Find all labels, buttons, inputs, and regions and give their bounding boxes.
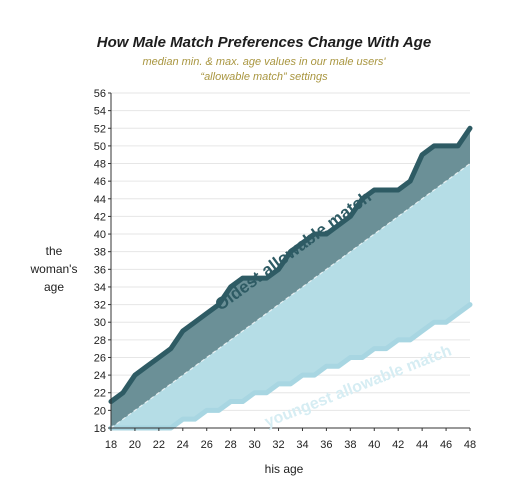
y-tick-label-34: 34 xyxy=(94,282,106,294)
x-tick-label-24: 24 xyxy=(177,439,189,451)
x-tick-label-22: 22 xyxy=(153,439,165,451)
x-tick-label-46: 46 xyxy=(440,439,452,451)
x-tick-label-26: 26 xyxy=(201,439,213,451)
x-tick-label-36: 36 xyxy=(320,439,332,451)
y-tick-label-24: 24 xyxy=(94,370,106,382)
x-tick-label-48: 48 xyxy=(464,439,476,451)
youngest-area xyxy=(111,163,470,429)
x-tick-label-38: 38 xyxy=(344,439,356,451)
y-tick-label-56: 56 xyxy=(94,88,106,100)
y-tick-label-54: 54 xyxy=(94,106,106,118)
reference-diagonal xyxy=(110,163,471,429)
subtitle-line-2: “allowable match” settings xyxy=(200,71,328,83)
y-tick-label-50: 50 xyxy=(94,141,106,153)
y-tick-label-42: 42 xyxy=(94,211,106,223)
oldest-area xyxy=(111,128,470,428)
y-tick-label-28: 28 xyxy=(94,335,106,347)
y-tick-label-22: 22 xyxy=(94,388,106,400)
y-axis-label-line-3: age xyxy=(43,280,65,294)
y-tick-label-36: 36 xyxy=(94,264,106,276)
series-areas xyxy=(111,128,470,429)
y-tick-label-52: 52 xyxy=(94,123,106,135)
y-tick-labels: 18 20 22 24 26 28 30 32 34 36 38 40 42 44 46 48 50 52 54 56 xyxy=(94,88,106,435)
x-tick-label-20: 20 xyxy=(129,439,141,451)
x-tick-label-40: 40 xyxy=(368,439,380,451)
y-tick-label-18: 18 xyxy=(94,423,106,435)
y-tick-label-44: 44 xyxy=(94,194,106,206)
x-tick-label-28: 28 xyxy=(225,439,237,451)
axes xyxy=(108,92,471,431)
x-tick-label-34: 34 xyxy=(296,439,308,451)
x-tick-label-44: 44 xyxy=(416,439,428,451)
y-tick-label-48: 48 xyxy=(94,159,106,171)
x-tick-label-18: 18 xyxy=(105,439,117,451)
y-tick-label-20: 20 xyxy=(94,405,106,417)
y-axis-label: the woman's age xyxy=(18,242,90,296)
y-tick-label-30: 30 xyxy=(94,317,106,329)
chart-title: How Male Match Preferences Change With A… xyxy=(96,34,432,51)
reference-diagonal-line xyxy=(110,163,471,429)
y-tick-label-26: 26 xyxy=(94,352,106,364)
y-tick-label-38: 38 xyxy=(94,247,106,259)
y-axis-label-line-1: the xyxy=(45,244,63,258)
y-axis-label-line-2: woman's xyxy=(30,262,78,276)
x-axis-label: his age xyxy=(264,462,304,476)
y-tick-label-32: 32 xyxy=(94,300,106,312)
oldest-series-line xyxy=(108,125,473,405)
x-tick-label-42: 42 xyxy=(392,439,404,451)
x-tick-label-30: 30 xyxy=(248,439,260,451)
chart-subtitle: median min. & max. age values in our mal… xyxy=(0,55,528,85)
x-tick-labels: 18 20 22 24 26 28 30 32 34 36 38 40 42 44 46 48 xyxy=(105,439,476,451)
y-tick-label-46: 46 xyxy=(94,176,106,188)
y-tick-label-40: 40 xyxy=(94,229,106,241)
x-tick-label-32: 32 xyxy=(272,439,284,451)
subtitle-line-1: median min. & max. age values in our mal… xyxy=(142,56,386,68)
